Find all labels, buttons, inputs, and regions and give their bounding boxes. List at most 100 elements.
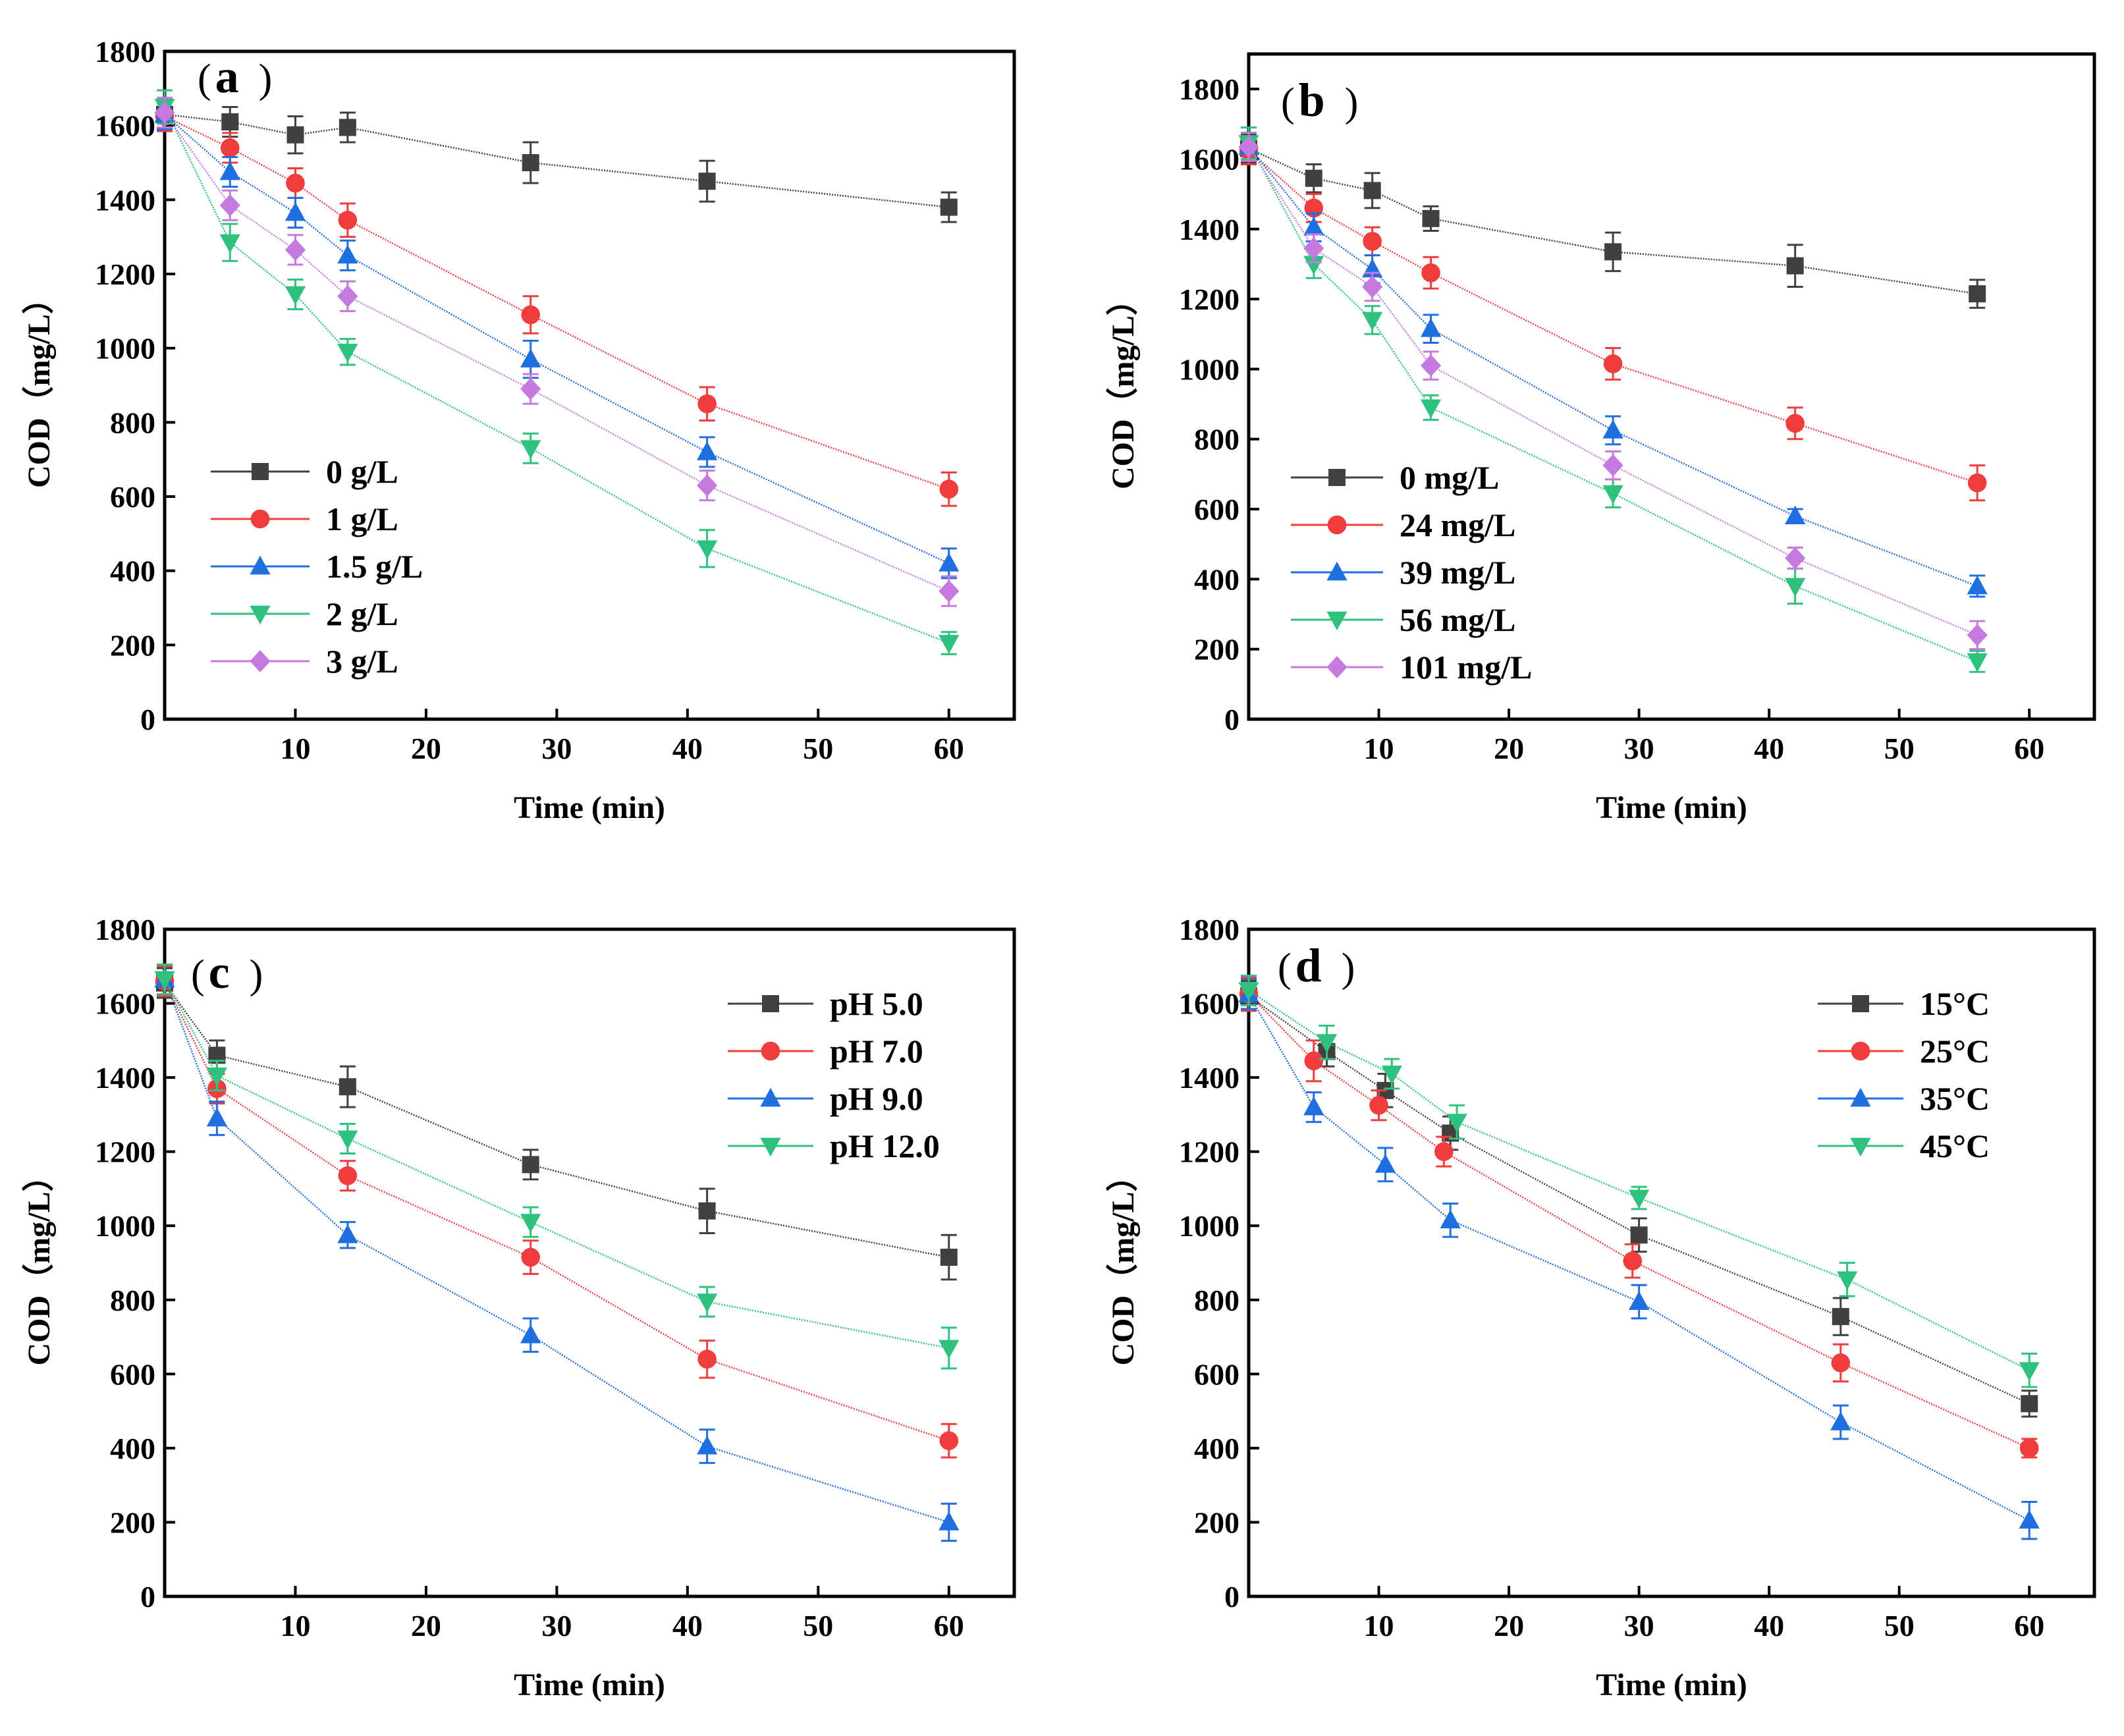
panel-a-series-1	[155, 100, 959, 507]
panel-b-y-tick-label: 1800	[1179, 72, 1239, 106]
panel-b-series-3-point	[1967, 653, 1988, 672]
panel-c-x-tick-label: 50	[803, 1609, 833, 1642]
panel-d-series-2-point	[1375, 1154, 1396, 1173]
panel-c-legend-label-0: pH 5.0	[830, 985, 923, 1022]
panel-c-legend-marker-2	[760, 1087, 781, 1107]
panel-c-x-axis-title: Time (min)	[514, 1668, 665, 1702]
panel-a-series-1-line	[164, 115, 950, 490]
panel-d-y-tick-label: 1000	[1179, 1209, 1239, 1243]
panel-c-series-3-point	[697, 1293, 718, 1313]
panel-c-label-letter: c	[209, 946, 230, 998]
panel-a-series-2-line	[164, 113, 950, 564]
panel-b-series-0-point	[1786, 257, 1804, 275]
panel-b-y-tick-label: 200	[1194, 633, 1239, 666]
panel-b-series-1-point	[1967, 473, 1987, 493]
panel-c-series-0-line	[163, 982, 950, 1259]
panel-a-series-1-point	[286, 173, 305, 193]
panel-c-series-2-point	[697, 1435, 718, 1455]
panel-c-label-close: )	[250, 952, 263, 997]
panel-d-x-axis-title: Time (min)	[1596, 1668, 1747, 1702]
panel-a-series-0-point	[698, 173, 716, 190]
panel-c-y-tick-label: 200	[110, 1505, 155, 1539]
panel-a-series-3-line	[163, 106, 950, 644]
panel-d-series-3-point	[1837, 1271, 1858, 1291]
panel-a-x-tick-label: 30	[541, 732, 572, 765]
panel-c-legend-label-3: pH 12.0	[830, 1127, 940, 1164]
panel-b-series-0-point	[1363, 182, 1381, 200]
panel-a-series-3-point	[337, 343, 358, 363]
panel-a-series-4-point	[154, 101, 175, 124]
panel-a-series-3-point	[219, 234, 240, 254]
panel-a-legend-marker-2	[250, 555, 271, 575]
panel-b-series-3-point	[1785, 578, 1806, 597]
panel-b-series-4-point	[1362, 275, 1383, 298]
panel-a-legend-label-0: 0 g/L	[326, 453, 398, 490]
panel-c-y-tick-label: 1600	[95, 987, 155, 1021]
panel-c-y-tick-label: 1000	[95, 1209, 155, 1243]
panel-b-y-tick-label: 400	[1194, 562, 1239, 596]
panel-b-legend-marker-4	[1326, 656, 1348, 678]
panel-c-label: (c)	[191, 946, 263, 998]
panel-b-plot-frame	[1247, 52, 2096, 721]
panel-c-series-3-line	[163, 979, 950, 1349]
panel-a-series-3-point	[285, 286, 306, 306]
panel-a-legend-marker-3	[250, 605, 271, 625]
panel-a-series-2-point	[337, 244, 358, 264]
panel-a-series-0-point	[221, 113, 239, 131]
panel-a-x-tick-label: 20	[411, 732, 441, 765]
panel-a-series-2-point	[939, 553, 960, 572]
panel-a-series-3-point	[697, 540, 718, 560]
panel-d-series-1-point	[1304, 1051, 1324, 1071]
panel-d-series-1-point	[1369, 1096, 1388, 1115]
panel-d-legend-marker-0	[1852, 995, 1869, 1012]
panel-a-y-tick-label: 0	[140, 703, 155, 736]
panel-d-series-0-point	[1630, 1226, 1648, 1244]
panel-b-y-axis-title: COD（mg/L）	[1106, 284, 1141, 489]
panel-c-x-tick-label: 40	[672, 1609, 703, 1642]
panel-c-legend-label-2: pH 9.0	[830, 1080, 923, 1117]
panel-d-series-2	[1238, 978, 2040, 1540]
panel-a-series-4	[154, 96, 960, 607]
panel-b-x-tick-label: 50	[1884, 732, 1915, 765]
panel-b-legend-label-0: 0 mg/L	[1400, 459, 1499, 496]
panel-d-x-tick-label: 20	[1494, 1609, 1524, 1642]
panel-d-x-tick-label: 50	[1884, 1609, 1915, 1642]
panel-b-legend-marker-0	[1328, 469, 1346, 486]
panel-c-x-tick-label: 20	[411, 1609, 441, 1642]
panel-c-legend-marker-0	[762, 995, 779, 1012]
panel-d-legend-label-3: 45°C	[1920, 1127, 1990, 1164]
panel-a-series-0-line	[164, 113, 949, 208]
panel-b-x-tick-label: 20	[1494, 732, 1524, 765]
panel-d-series-2-point	[1440, 1209, 1461, 1229]
panel-d-legend-label-2: 35°C	[1920, 1080, 1990, 1117]
panel-a-y-axis-title: COD（mg/L）	[22, 283, 57, 488]
panel-b-series-2-point	[1602, 420, 1623, 439]
panel-b-series-4-point	[1420, 354, 1442, 377]
panel-d-y-tick-label: 1400	[1179, 1061, 1239, 1095]
panel-b-label-letter: b	[1299, 74, 1325, 126]
panel-a-chart: 0 200 400 600 800 1000 1200 1400 1600 1800 10 20 30 4…	[22, 35, 1016, 825]
panel-b-series-4-point	[1602, 454, 1623, 477]
panel-c-series-1-point	[697, 1349, 717, 1369]
panel-c-series-1-line	[163, 981, 950, 1442]
panel-b-series-1-point	[1785, 414, 1805, 433]
panel-a-label-letter: a	[215, 50, 239, 103]
panel-c-y-tick-label: 600	[110, 1357, 155, 1391]
panel-d-series-2-point	[1303, 1096, 1324, 1116]
panel-c-series-3-point	[206, 1067, 227, 1087]
panel-b-y-tick-label: 600	[1194, 493, 1239, 526]
panel-d-legend-marker-2	[1850, 1087, 1871, 1107]
panel-b-legend-marker-2	[1326, 561, 1348, 581]
panel-d-label-close: )	[1342, 946, 1355, 990]
panel-c-y-tick-label: 800	[110, 1284, 155, 1317]
panel-d-y-axis-title: COD（mg/L）	[1106, 1160, 1141, 1365]
panel-a-x-tick-label: 40	[672, 732, 703, 765]
panel-c-chart: 0 200 400 600 800 1000 1200 1400 1600 1800 10 20 30 4…	[22, 913, 1016, 1702]
panel-b-series-2-point	[1785, 505, 1806, 525]
panel-a-label: (a)	[198, 50, 272, 103]
panel-a-series-1-point	[521, 305, 540, 325]
panel-c-series-1-point	[338, 1166, 358, 1185]
panel-b-legend: 0 mg/L 24 mg/L 39 mg/L 56 mg/L 101 mg/L	[1291, 459, 1532, 686]
panel-a-y-tick-label: 1400	[95, 183, 155, 217]
panel-b-y-tick-label: 1000	[1179, 352, 1239, 386]
